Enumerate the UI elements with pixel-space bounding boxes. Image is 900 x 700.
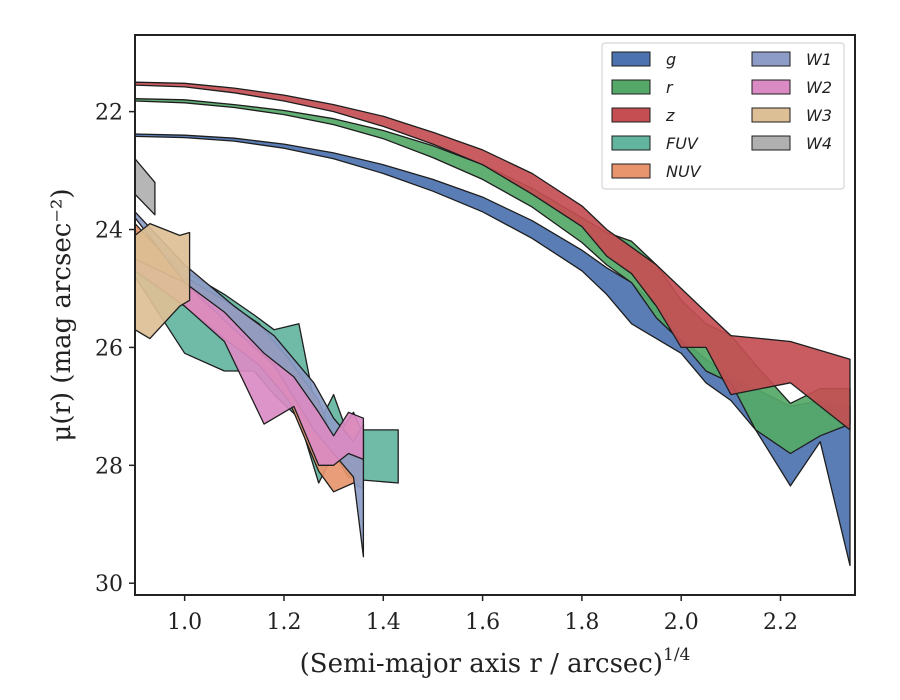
y-tick-label: 30 — [95, 572, 123, 597]
x-tick-label: 1.6 — [465, 610, 500, 635]
legend-swatch-w3 — [751, 107, 791, 123]
band-w2 — [135, 258, 365, 466]
legend-label-fuv: FUV — [666, 134, 699, 153]
y-axis-label: μ(r) (mag arcsec⁻²) — [47, 188, 77, 441]
legend-swatch-z — [611, 107, 651, 123]
band-w4 — [135, 158, 156, 216]
x-axis-label: (Semi-major axis r / arcsec)1/4 — [300, 645, 691, 679]
legend-swatch-w2 — [751, 79, 791, 95]
x-tick-label: 1.8 — [564, 610, 599, 635]
legend-swatch-g — [611, 51, 651, 67]
legend-label-z: z — [665, 106, 675, 125]
legend-swatch-fuv — [611, 135, 651, 151]
y-tick-label: 24 — [95, 219, 123, 244]
y-tick-label: 22 — [95, 101, 123, 126]
band-g — [135, 133, 851, 567]
plot-frame — [134, 34, 856, 596]
x-tick-label: 2.0 — [664, 610, 699, 635]
x-tick-label: 1.0 — [167, 610, 202, 635]
legend-swatch-w1 — [751, 51, 791, 67]
legend-label-g: g — [666, 50, 676, 69]
legend-swatch-nuv — [611, 163, 651, 179]
legend: grz FUV NUV W1 W2 W3 W4 — [601, 42, 845, 190]
legend-label-w4: W4 — [806, 134, 832, 153]
legend-label-w2: W2 — [806, 78, 832, 97]
x-tick-label: 1.2 — [266, 610, 301, 635]
legend-label-nuv: NUV — [666, 162, 702, 181]
legend-label-w1: W1 — [806, 50, 832, 69]
y-tick-label: 26 — [95, 336, 123, 361]
series-bands — [135, 81, 851, 567]
x-tick-label: 2.2 — [763, 610, 798, 635]
band-w3 — [135, 222, 191, 340]
y-tick-label: 28 — [95, 454, 123, 479]
band-z — [135, 81, 851, 431]
x-tick-label: 1.4 — [366, 610, 401, 635]
legend-swatch-w4 — [751, 135, 791, 151]
x-axis-ticks: 1.0 1.2 1.4 1.6 1.8 2.0 2.2 — [167, 595, 798, 635]
y-axis-ticks: 22 24 26 28 30 — [95, 101, 135, 597]
legend-swatch-r — [611, 79, 651, 95]
legend-label-w3: W3 — [806, 106, 832, 125]
legend-label-r: r — [666, 78, 674, 97]
